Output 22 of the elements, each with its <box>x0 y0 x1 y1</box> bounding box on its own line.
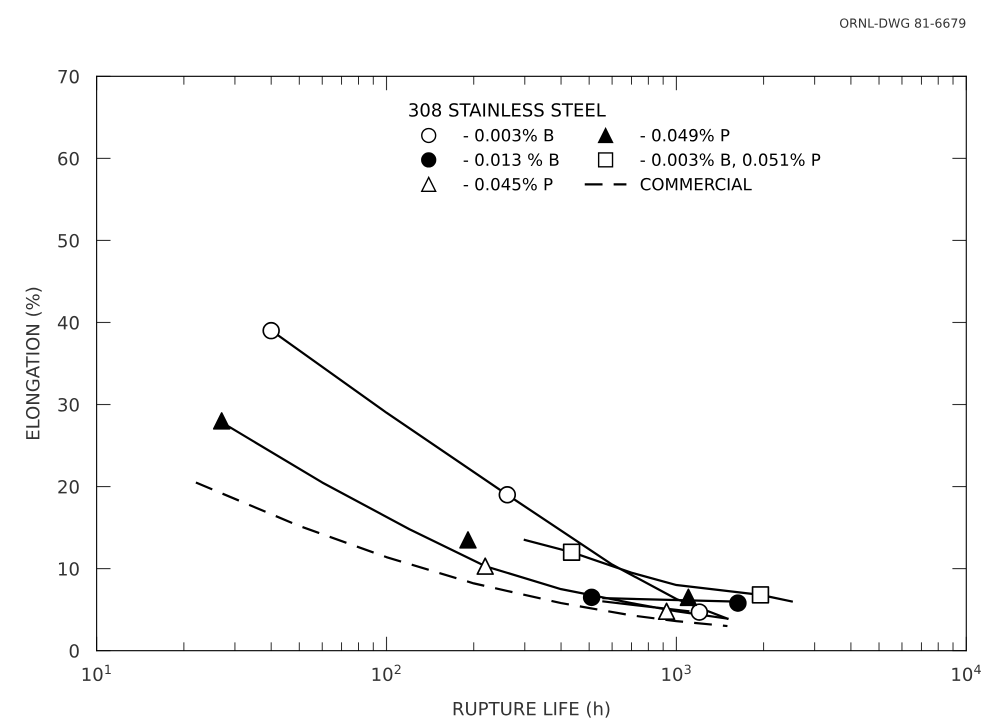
text: ORNL-DWG 81-6679 <box>840 18 966 28</box>
x-tick-label: 10$^{3}$ <box>662 664 691 682</box>
legend-label: - 0.003% B <box>464 128 554 142</box>
legend-label: - 0.049% P <box>640 128 730 142</box>
x-tick-label: 10$^{2}$ <box>372 664 401 682</box>
y-tick-label: 20 <box>58 480 79 494</box>
legend-label: - 0.045% P <box>464 178 553 190</box>
y-tick-label: 30 <box>58 398 79 412</box>
legend-title: 308 STAINLESS STEEL <box>409 103 606 117</box>
y-tick-label: 10 <box>58 562 79 576</box>
y-tick-label: 0 <box>70 644 79 658</box>
legend-label: - 0.003% B, 0.051% P <box>640 153 820 168</box>
x-tick-label: 10$^{1}$ <box>82 664 111 682</box>
y-axis-title: ELONGATION (%) <box>26 288 42 439</box>
x-axis-title: RUPTURE LIFE (h) <box>454 701 610 718</box>
y-tick-label: 70 <box>58 70 79 84</box>
y-tick-label: 40 <box>58 316 79 330</box>
legend-label: COMMERCIAL <box>640 178 752 190</box>
x-tick-label: 10$^{4}$ <box>952 664 981 682</box>
y-tick-label: 60 <box>58 152 79 166</box>
y-tick-label: 50 <box>58 234 79 248</box>
legend-label: - 0.013 % B <box>464 153 559 166</box>
